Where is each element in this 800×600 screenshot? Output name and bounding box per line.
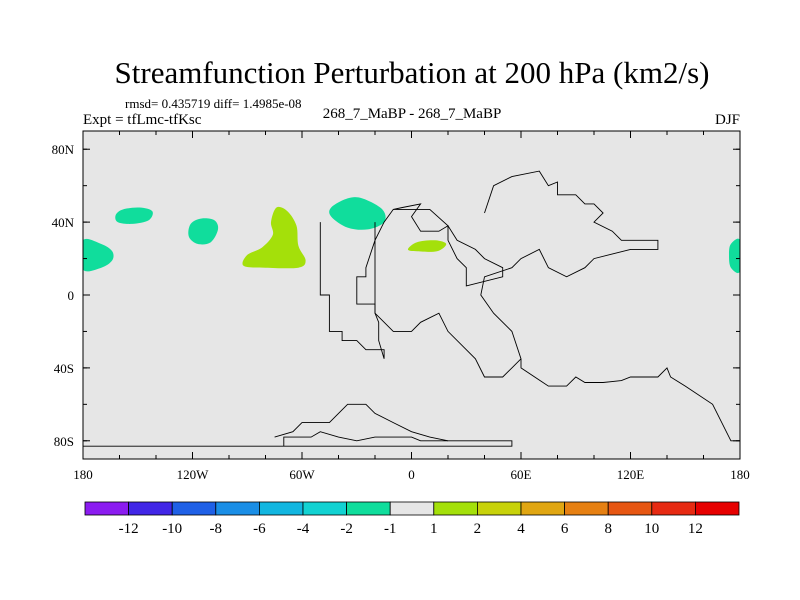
run-label: 268_7_MaBP - 268_7_MaBP — [323, 106, 502, 122]
lat-tick-label: 80S — [54, 434, 74, 449]
colorbar-level-label: -1 — [384, 521, 397, 537]
colorbar-swatch — [128, 501, 173, 516]
lon-tick-label: 120W — [177, 467, 210, 482]
lon-tick-label: 60E — [511, 467, 532, 482]
colorbar-swatch — [346, 501, 391, 516]
coastlines — [83, 170, 740, 447]
lon-tick-label: 120E — [617, 467, 645, 482]
colorbar-swatch — [433, 501, 478, 516]
colorbar-swatch — [171, 501, 217, 516]
colorbar-level-label: -2 — [340, 521, 353, 537]
colorbar-swatch — [389, 501, 435, 516]
eurasia-outline — [480, 170, 740, 442]
colorbar-level-label: 4 — [517, 521, 525, 537]
colorbar-level-label: 1 — [430, 521, 438, 537]
lon-tick-label: 60W — [289, 467, 315, 482]
colorbar-level-label: -12 — [119, 521, 139, 537]
colorbar-swatch — [215, 501, 260, 516]
colorbar-swatch — [302, 501, 347, 516]
axis-ticks: 180 120W 60W 0 60E 120E 180 80N 40N 0 40S 80S — [52, 131, 750, 482]
contour-region-6 — [242, 206, 306, 269]
colorbar-level-label: 12 — [688, 521, 703, 537]
contour-region-5 — [329, 197, 386, 230]
colorbar-swatch — [695, 501, 740, 516]
lat-tick-label: 80N — [52, 142, 75, 157]
colorbar-swatch — [258, 501, 304, 516]
season-label: DJF — [715, 112, 740, 128]
colorbar-level-label: -8 — [210, 521, 223, 537]
colorbar-level-label: -4 — [297, 521, 310, 537]
lat-tick-label: 0 — [68, 288, 75, 303]
contour-regions — [83, 197, 740, 274]
contour-region-7 — [407, 240, 447, 252]
colorbar-level-label: 10 — [644, 521, 659, 537]
colorbar-level-label: -6 — [253, 521, 266, 537]
lon-tick-label: 180 — [73, 467, 93, 482]
colorbar: -12 -10 -8 -6 -4 -2 -1 1 2 4 6 8 10 12 — [84, 501, 740, 537]
colorbar-level-label: 2 — [474, 521, 482, 537]
experiment-label: Expt = tfLmc-tfKsc — [83, 112, 202, 128]
africa-outline — [374, 222, 522, 378]
contour-region-3 — [115, 207, 153, 224]
colorbar-swatch — [651, 501, 696, 516]
lat-tick-label: 40N — [52, 215, 75, 230]
contour-region-1 — [83, 238, 114, 272]
contour-region-2 — [729, 238, 740, 274]
stats-label: rmsd= 0.435719 diff= 1.4985e-08 — [125, 96, 302, 111]
lon-tick-label: 0 — [408, 467, 415, 482]
colorbar-swatch — [564, 501, 609, 516]
colorbar-level-label: 8 — [604, 521, 612, 537]
lat-tick-label: 40S — [54, 361, 74, 376]
contour-region-4 — [188, 218, 219, 245]
chart-title: Streamfunction Perturbation at 200 hPa (… — [115, 55, 710, 90]
colorbar-level-label: -10 — [162, 521, 182, 537]
colorbar-swatch — [520, 501, 565, 516]
antarctic-outline — [83, 431, 513, 447]
colorbar-swatch — [607, 501, 653, 516]
antarctic-ridge — [274, 403, 449, 442]
map-background — [83, 131, 740, 459]
colorbar-swatch — [476, 501, 522, 516]
colorbar-swatch — [84, 501, 129, 516]
colorbar-level-label: 6 — [561, 521, 569, 537]
lon-tick-label: 180 — [730, 467, 750, 482]
